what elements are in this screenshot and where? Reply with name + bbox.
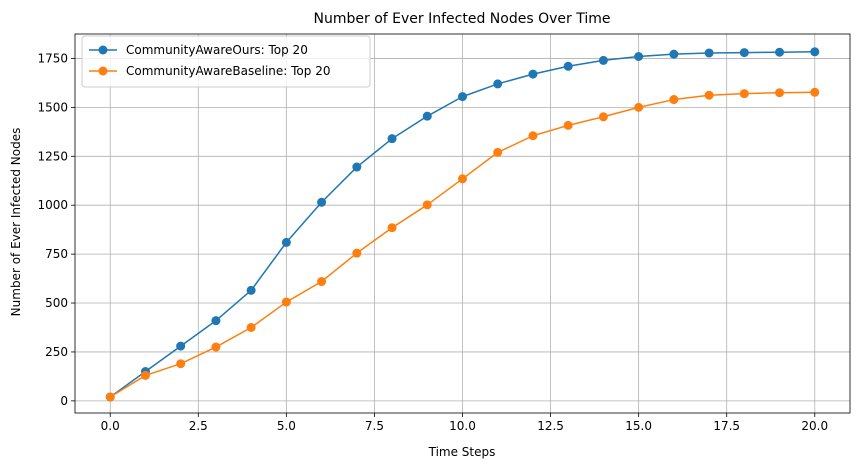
y-tick-label: 1250 xyxy=(37,149,68,163)
data-point xyxy=(739,89,749,99)
legend-label: CommunityAwareBaseline: Top 20 xyxy=(126,64,330,78)
data-point xyxy=(704,48,714,58)
data-point xyxy=(669,95,679,105)
data-point xyxy=(422,200,432,210)
y-tick-label: 0 xyxy=(60,394,68,408)
axes xyxy=(71,33,851,417)
data-point xyxy=(176,341,186,351)
data-point xyxy=(317,277,327,287)
data-point xyxy=(211,316,221,326)
legend-marker xyxy=(98,45,108,55)
legend-item-2: CommunityAwareBaseline: Top 20 xyxy=(89,64,330,78)
data-point xyxy=(458,92,467,102)
chart-title: Number of Ever Infected Nodes Over Time xyxy=(314,11,611,27)
plot-frame xyxy=(74,33,851,414)
legend-marker xyxy=(98,66,108,76)
tick-labels: 0.0 2.5 5.0 7.5 10.0 12.5 15.0 17.5 20.0 0 250 500 7… xyxy=(37,51,828,433)
y-tick-label: 1750 xyxy=(37,51,68,65)
data-point xyxy=(387,134,397,144)
series-layer xyxy=(105,47,820,402)
data-point xyxy=(352,248,362,258)
data-point xyxy=(493,147,503,157)
data-point xyxy=(528,69,538,79)
data-point xyxy=(281,297,291,307)
data-point xyxy=(140,370,150,380)
data-point xyxy=(493,79,503,89)
data-point xyxy=(739,48,749,58)
data-point xyxy=(775,88,785,98)
y-tick-label: 1500 xyxy=(37,100,68,114)
x-axis-label: Time Steps xyxy=(428,445,496,459)
x-tick-label: 15.0 xyxy=(625,419,652,433)
y-tick-label: 1000 xyxy=(37,198,68,212)
x-tick-label: 2.5 xyxy=(189,419,208,433)
data-point xyxy=(669,49,679,59)
data-point xyxy=(704,90,714,100)
grid xyxy=(75,34,850,413)
data-point xyxy=(105,392,115,402)
data-point xyxy=(775,47,785,57)
data-point xyxy=(246,322,256,332)
y-tick-label: 500 xyxy=(45,296,68,310)
data-point xyxy=(598,112,608,122)
x-tick-label: 17.5 xyxy=(713,419,740,433)
legend-item-1: CommunityAwareOurs: Top 20 xyxy=(89,43,308,57)
data-point xyxy=(563,61,573,71)
data-point xyxy=(387,223,397,233)
legend: CommunityAwareOurs: Top 20 CommunityAware… xyxy=(81,35,371,88)
legend-box xyxy=(81,35,371,88)
x-tick-label: 0.0 xyxy=(101,419,120,433)
data-point xyxy=(422,111,432,121)
data-point xyxy=(634,102,644,112)
data-point xyxy=(352,162,362,172)
data-point xyxy=(598,55,608,65)
x-tick-label: 7.5 xyxy=(365,419,384,433)
data-point xyxy=(810,87,820,97)
data-point xyxy=(810,47,820,57)
data-point xyxy=(281,237,291,247)
x-tick-label: 12.5 xyxy=(537,419,564,433)
y-tick-label: 750 xyxy=(45,247,68,261)
y-tick-label: 250 xyxy=(45,345,68,359)
data-point xyxy=(246,285,256,295)
x-tick-label: 10.0 xyxy=(449,419,476,433)
data-point xyxy=(211,342,221,352)
data-point xyxy=(317,197,327,207)
y-axis-label: Number of Ever Infected Nodes xyxy=(9,128,23,317)
x-tick-label: 5.0 xyxy=(277,419,296,433)
x-tick-label: 20.0 xyxy=(801,419,828,433)
legend-label: CommunityAwareOurs: Top 20 xyxy=(126,43,308,57)
data-point xyxy=(528,131,538,141)
data-point xyxy=(458,174,467,184)
data-point xyxy=(634,52,644,62)
series-2 xyxy=(105,87,820,402)
data-point xyxy=(563,120,573,130)
data-point xyxy=(176,359,186,369)
